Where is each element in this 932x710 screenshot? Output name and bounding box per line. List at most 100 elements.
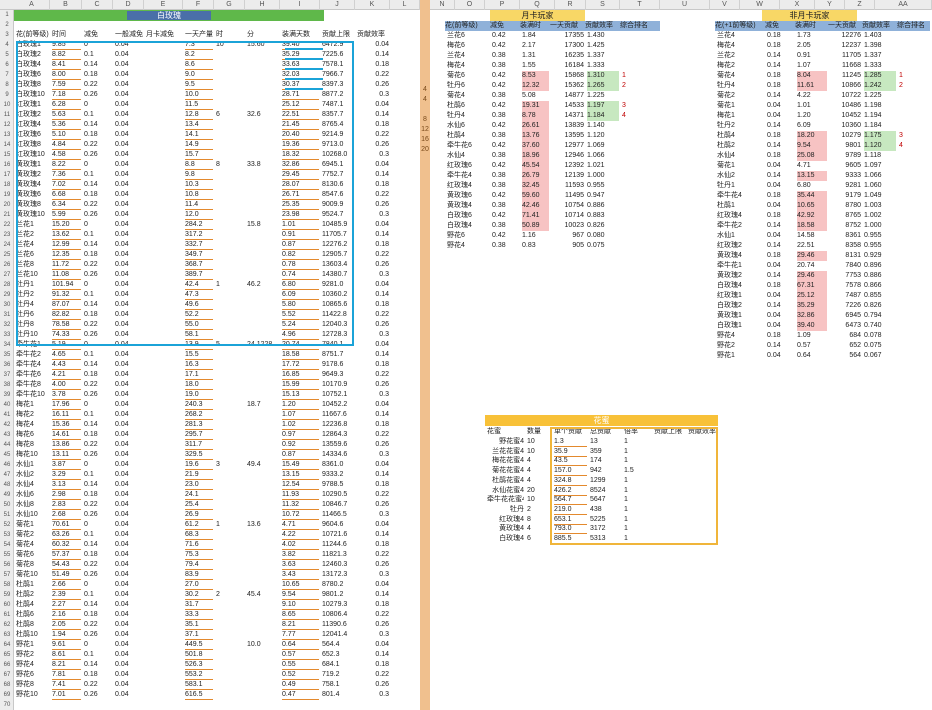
- nectar-cell[interactable]: 4: [527, 476, 531, 484]
- left-cell[interactable]: 0.04: [115, 481, 129, 488]
- nectar-cell[interactable]: 牡丹: [510, 505, 524, 513]
- left-cell[interactable]: 牵牛花8: [16, 381, 41, 388]
- month-table-cell[interactable]: 0.075: [587, 242, 605, 249]
- month-table-cell[interactable]: 1.184: [587, 111, 619, 121]
- nectar-header-cell[interactable]: 数量: [527, 428, 541, 435]
- left-cell[interactable]: 9524.7: [322, 211, 344, 218]
- nectar-cell[interactable]: 兰花花蜜4: [492, 447, 524, 455]
- month-table-cell[interactable]: 野花6: [447, 232, 465, 239]
- nonmonth-table-cell[interactable]: 1.285: [864, 71, 896, 81]
- left-cell[interactable]: 0.3: [379, 511, 389, 518]
- left-cell[interactable]: 15.49: [282, 460, 319, 470]
- column-header-U[interactable]: U: [660, 0, 710, 10]
- nonmonth-table-cell[interactable]: 黄玫瑰2: [717, 272, 742, 279]
- left-cell[interactable]: 梅花6: [16, 431, 34, 438]
- month-table-cell[interactable]: 1.310: [587, 71, 619, 81]
- left-cell[interactable]: 51.49: [52, 570, 81, 580]
- left-cell[interactable]: 23.98: [282, 210, 319, 220]
- nonmonth-table-cell[interactable]: 野花1: [717, 352, 735, 359]
- nonmonth-table-cell[interactable]: 1.242: [864, 81, 896, 91]
- left-cell[interactable]: 0.3: [379, 631, 389, 638]
- nonmonth-table-cell[interactable]: 67.31: [797, 281, 827, 291]
- row-header[interactable]: 8: [5, 82, 9, 88]
- nonmonth-table-cell[interactable]: 0.896: [864, 262, 882, 269]
- column-header-H[interactable]: H: [245, 0, 280, 10]
- left-cell[interactable]: 0.3: [379, 451, 389, 458]
- left-cell[interactable]: 0.04: [375, 221, 389, 228]
- nonmonth-table-cell[interactable]: 0.18: [767, 212, 781, 219]
- nectar-header-cell[interactable]: 花蜜: [487, 428, 501, 435]
- left-cell[interactable]: 0.3: [379, 151, 389, 158]
- left-cell[interactable]: [216, 450, 244, 460]
- month-table-cell[interactable]: 1.265: [587, 81, 619, 91]
- left-cell[interactable]: 0.04: [375, 461, 389, 468]
- left-cell[interactable]: 3.13: [52, 480, 81, 490]
- nonmonth-table-cell[interactable]: 1.07: [797, 62, 811, 69]
- month-table-cell[interactable]: 17355: [564, 32, 584, 39]
- left-cell[interactable]: 牡丹6: [16, 311, 34, 318]
- left-cell[interactable]: 758.1: [322, 681, 340, 688]
- separator-value[interactable]: 16: [421, 136, 429, 143]
- left-cell[interactable]: 7966.7: [322, 71, 344, 78]
- row-header[interactable]: 33: [3, 332, 11, 338]
- left-cell[interactable]: 0.14: [375, 171, 389, 178]
- left-cell[interactable]: 3.78: [52, 390, 81, 400]
- left-cell[interactable]: 0.22: [84, 501, 98, 508]
- left-cell[interactable]: 9281.0: [322, 281, 344, 288]
- left-cell[interactable]: [146, 510, 182, 520]
- left-cell[interactable]: 野花8: [16, 681, 34, 688]
- month-table-cell[interactable]: 牵牛花4: [447, 172, 472, 179]
- nonmonth-table-cell[interactable]: [899, 281, 929, 291]
- left-cell[interactable]: 0.18: [375, 481, 389, 488]
- month-table-cell[interactable]: 18.96: [522, 151, 549, 161]
- row-header[interactable]: 31: [3, 312, 11, 318]
- row-header[interactable]: 68: [3, 682, 11, 688]
- row-header[interactable]: 20: [3, 202, 11, 208]
- nonmonth-table-cell[interactable]: 7753: [845, 272, 861, 279]
- nonmonth-table-cell[interactable]: 11668: [842, 62, 861, 69]
- month-table-cell[interactable]: 0.42: [492, 142, 506, 149]
- left-cell[interactable]: 12.0: [185, 210, 213, 220]
- left-cell[interactable]: 9.61: [52, 640, 81, 650]
- left-cell[interactable]: 0.3: [379, 211, 389, 218]
- left-cell[interactable]: 10268.0: [322, 151, 348, 158]
- left-cell[interactable]: 0.04: [115, 131, 129, 138]
- left-cell[interactable]: 13.15: [282, 470, 319, 480]
- left-cell[interactable]: 4.71: [282, 520, 319, 530]
- nectar-cell[interactable]: 白玫瑰4: [499, 535, 524, 542]
- left-cell[interactable]: 3: [216, 461, 220, 468]
- left-cell[interactable]: 0.97: [282, 430, 319, 440]
- left-cell[interactable]: 0.18: [375, 661, 389, 668]
- left-header-cell[interactable]: 时: [216, 31, 223, 38]
- left-cell[interactable]: [146, 590, 182, 600]
- left-cell[interactable]: 35.1: [185, 620, 213, 630]
- nectar-cell[interactable]: 1: [624, 505, 628, 513]
- nonmonth-table-cell[interactable]: 32.86: [797, 311, 827, 321]
- nectar-cell[interactable]: 10: [527, 496, 535, 504]
- left-cell[interactable]: 11705.7: [322, 231, 347, 238]
- nonmonth-table-cell[interactable]: 6.80: [797, 182, 811, 189]
- left-cell[interactable]: 0: [84, 41, 88, 48]
- nonmonth-table-cell[interactable]: 10279: [841, 132, 861, 139]
- left-cell[interactable]: 牡丹1: [16, 281, 34, 288]
- month-table-cell[interactable]: [622, 161, 659, 171]
- left-cell[interactable]: [216, 390, 244, 400]
- left-cell[interactable]: [146, 620, 182, 630]
- nectar-cell[interactable]: 5647: [590, 496, 606, 504]
- month-table-cell[interactable]: 0.947: [587, 192, 605, 199]
- left-cell[interactable]: 0.18: [375, 241, 389, 248]
- month-table-cell[interactable]: 0.38: [492, 182, 506, 189]
- nonmonth-table-cell[interactable]: [899, 181, 929, 191]
- column-header-O[interactable]: O: [455, 0, 485, 10]
- nonmonth-table-cell[interactable]: 3: [899, 132, 903, 139]
- left-cell[interactable]: 梅花8: [16, 441, 34, 448]
- nonmonth-table-cell[interactable]: 652: [849, 342, 861, 349]
- left-cell[interactable]: 0.04: [115, 601, 129, 608]
- left-cell[interactable]: 9649.3: [322, 371, 344, 378]
- nonmonth-table-cell[interactable]: 1.20: [797, 112, 811, 119]
- left-cell[interactable]: 16.85: [282, 370, 319, 380]
- left-cell[interactable]: 7.41: [52, 680, 81, 690]
- left-cell[interactable]: 0.04: [115, 311, 129, 318]
- left-cell[interactable]: 15.60: [247, 41, 265, 48]
- left-cell[interactable]: 0.26: [375, 261, 389, 268]
